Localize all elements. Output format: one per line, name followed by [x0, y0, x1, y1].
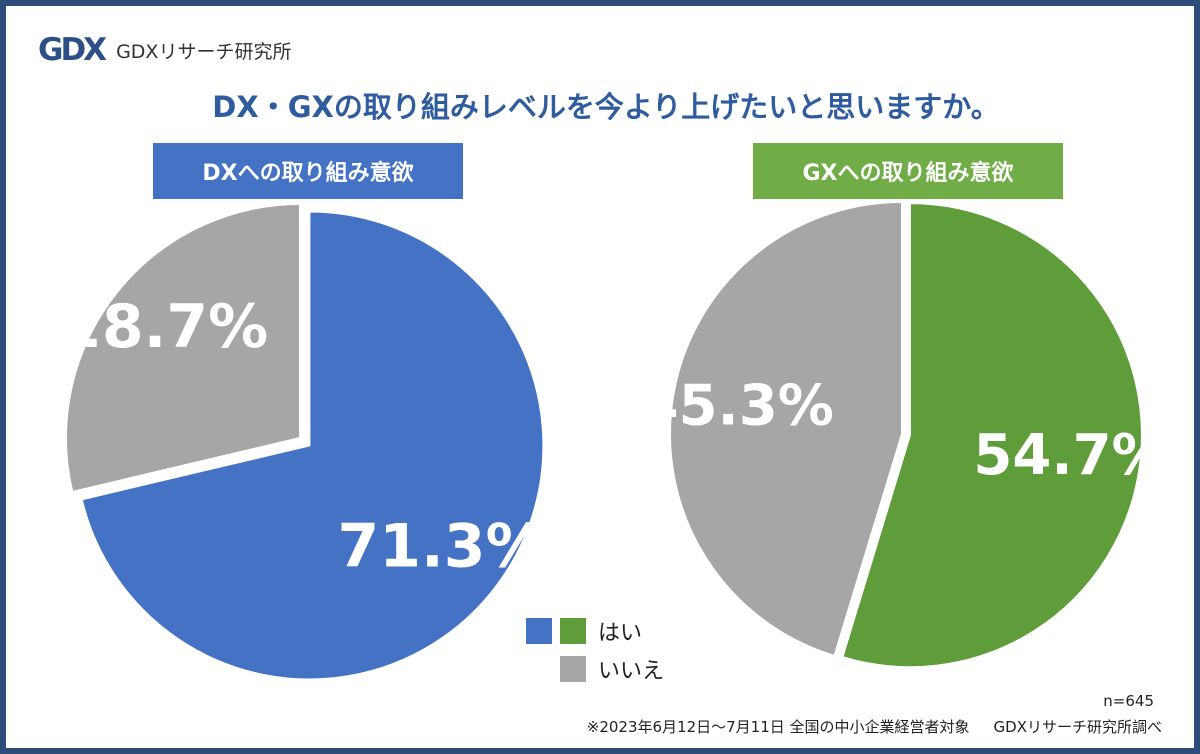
page-title: DX・GXの取り組みレベルを今より上げたいと思いますか。 — [212, 90, 1000, 124]
legend-label-yes: はい — [598, 621, 643, 646]
gx-slice-no — [669, 200, 903, 658]
dx-slice-no — [65, 202, 301, 494]
logo-text: GDXリサーチ研究所 — [116, 40, 292, 63]
legend: はい いいえ — [526, 612, 664, 688]
legend-label-no: いいえ — [598, 659, 665, 684]
pie-charts: 71.3% 28.7% 54.7% 45.3% — [60, 200, 1168, 681]
dx-label-no: 28.7% — [60, 292, 268, 362]
logo-mark: GDX — [38, 32, 107, 68]
source-text: GDXリサーチ研究所調べ — [993, 718, 1162, 736]
legend-item-no: いいえ — [526, 650, 664, 688]
dx-label-yes: 71.3% — [337, 512, 545, 582]
gx-label-no: 45.3% — [640, 374, 834, 439]
source-note: ※2023年6月12日～7月11日 全国の中小企業経営者対象 GDXリサーチ研究所… — [587, 716, 1162, 737]
legend-swatch-yes-dx — [526, 618, 552, 644]
sample-size: n=645 — [1103, 692, 1154, 710]
logo: GDX GDXリサーチ研究所 — [38, 34, 291, 66]
dx-slice-yes — [80, 210, 545, 681]
legend-swatch-no — [560, 656, 586, 682]
gx-label-yes: 54.7% — [973, 423, 1167, 488]
legend-item-yes: はい — [526, 612, 664, 650]
dx-chart-title: DXへの取り組み意欲 — [153, 143, 463, 199]
gx-chart-title: GXへの取り組み意欲 — [753, 143, 1063, 199]
survey-note: ※2023年6月12日～7月11日 全国の中小企業経営者対象 — [586, 718, 970, 736]
gx-slice-yes — [841, 202, 1143, 669]
legend-swatch-yes-gx — [560, 618, 586, 644]
